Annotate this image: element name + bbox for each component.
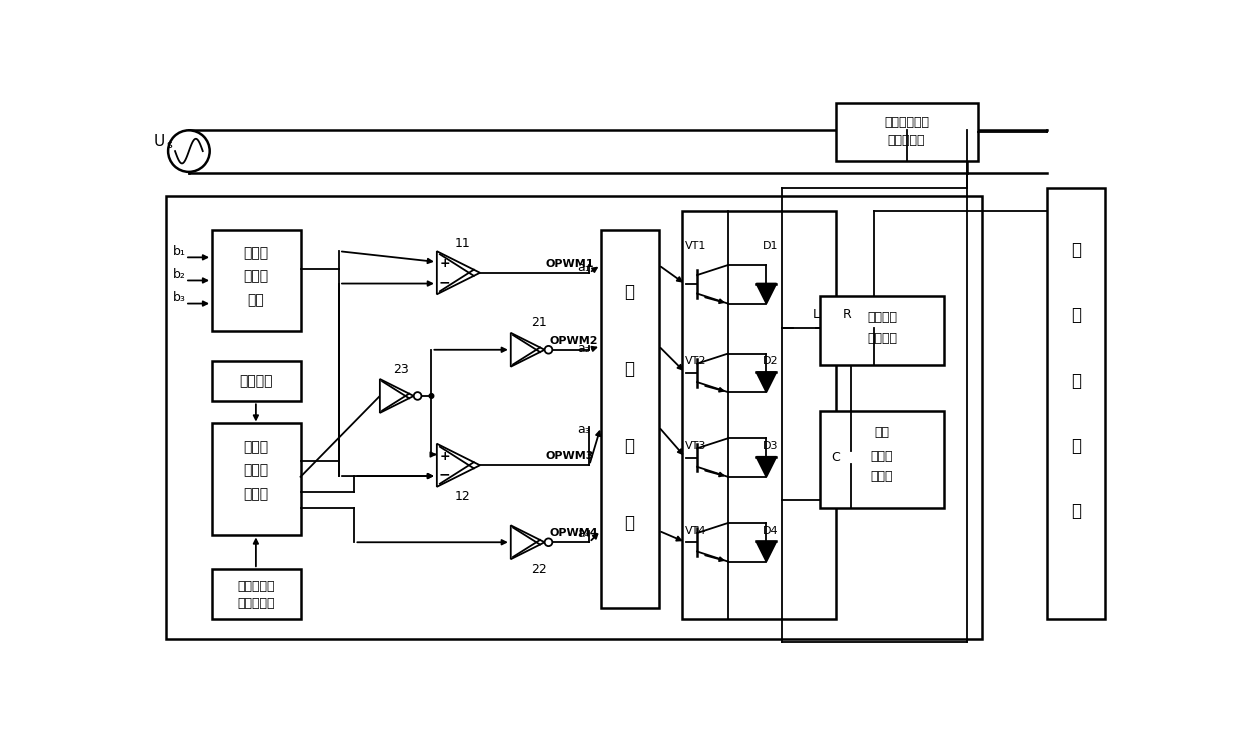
Text: 变频三: 变频三: [243, 441, 268, 454]
Text: a₂: a₂: [578, 342, 590, 355]
Polygon shape: [756, 372, 776, 392]
Text: b₂: b₂: [174, 268, 186, 281]
Circle shape: [414, 392, 422, 399]
Circle shape: [544, 539, 552, 546]
Text: U: U: [154, 134, 165, 150]
Text: VT3: VT3: [684, 441, 707, 451]
Bar: [601, 230, 658, 608]
Text: 12: 12: [454, 490, 470, 503]
Text: 采集电路: 采集电路: [867, 332, 897, 345]
Text: OPWM1: OPWM1: [546, 259, 594, 268]
Text: D3: D3: [763, 441, 777, 451]
Polygon shape: [511, 526, 544, 559]
Text: b₁: b₁: [174, 245, 186, 258]
Text: D1: D1: [763, 241, 777, 251]
Text: −: −: [439, 275, 450, 289]
Text: VT2: VT2: [684, 356, 707, 366]
Text: D2: D2: [763, 356, 777, 366]
Text: 21: 21: [532, 317, 547, 329]
Text: 动: 动: [624, 360, 635, 378]
Bar: [212, 423, 300, 534]
Text: R: R: [843, 308, 852, 321]
Circle shape: [169, 130, 210, 172]
Text: 角载波: 角载波: [243, 464, 268, 478]
Bar: [212, 230, 300, 331]
Text: 制波发: 制波发: [243, 270, 268, 284]
Text: a₃: a₃: [578, 422, 590, 435]
Bar: [212, 570, 300, 619]
Text: 非: 非: [1071, 240, 1081, 259]
Text: 性: 性: [1071, 372, 1081, 389]
Text: a₄: a₄: [578, 526, 590, 539]
Polygon shape: [379, 379, 414, 413]
Text: −: −: [439, 468, 450, 482]
Circle shape: [429, 394, 434, 398]
Bar: [1048, 188, 1105, 619]
Text: 线: 线: [1071, 306, 1081, 324]
Text: VT4: VT4: [684, 526, 707, 536]
Bar: [212, 361, 300, 402]
Text: 波中心频率: 波中心频率: [237, 597, 274, 610]
Text: 流采集电路: 流采集电路: [888, 134, 925, 147]
Polygon shape: [756, 457, 776, 476]
Text: 补偿电流: 补偿电流: [867, 311, 897, 324]
Text: 电: 电: [624, 437, 635, 455]
Text: 集电路: 集电路: [870, 471, 893, 483]
Text: 22: 22: [532, 563, 547, 575]
Bar: [821, 296, 944, 365]
Bar: [836, 322, 859, 334]
Text: 路: 路: [624, 514, 635, 532]
Text: VT1: VT1: [684, 241, 707, 251]
Bar: [836, 103, 978, 161]
Bar: [821, 411, 944, 508]
Text: 驱: 驱: [624, 283, 635, 301]
Text: 电压采: 电压采: [870, 449, 893, 463]
Text: OPWM3: OPWM3: [546, 451, 594, 461]
Text: b₃: b₃: [174, 291, 186, 304]
Text: a₁: a₁: [578, 261, 590, 274]
Text: 发生器: 发生器: [243, 487, 268, 501]
Text: +: +: [439, 257, 450, 270]
Text: C: C: [831, 451, 839, 464]
Text: 非线性负载电: 非线性负载电: [884, 116, 929, 129]
Polygon shape: [756, 284, 776, 303]
Text: D4: D4: [763, 526, 777, 536]
Text: 直流: 直流: [874, 427, 889, 439]
Polygon shape: [756, 542, 776, 561]
Text: OPWM4: OPWM4: [549, 528, 598, 538]
Bar: [682, 211, 836, 619]
Text: L: L: [813, 308, 820, 321]
Circle shape: [544, 346, 552, 353]
Text: 变频三角载: 变频三角载: [237, 580, 274, 593]
Text: 23: 23: [393, 363, 408, 375]
Text: 调制信号: 调制信号: [239, 375, 273, 388]
Text: s: s: [166, 140, 172, 150]
Text: 数字调: 数字调: [243, 246, 268, 260]
Text: +: +: [439, 449, 450, 463]
Text: 生器: 生器: [248, 292, 264, 306]
Polygon shape: [436, 251, 480, 295]
Bar: [166, 196, 982, 638]
Text: 载: 载: [1071, 502, 1081, 520]
Text: 11: 11: [454, 237, 470, 250]
Text: 负: 负: [1071, 437, 1081, 455]
Polygon shape: [511, 333, 544, 366]
Polygon shape: [436, 443, 480, 487]
Text: OPWM2: OPWM2: [549, 336, 598, 345]
